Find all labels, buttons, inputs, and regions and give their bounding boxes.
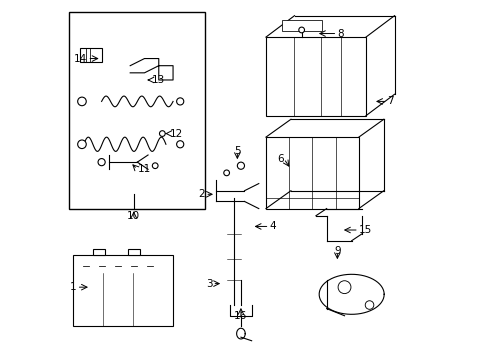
Text: 10: 10: [127, 211, 140, 221]
Circle shape: [78, 97, 86, 106]
Circle shape: [237, 162, 244, 169]
Circle shape: [337, 281, 350, 294]
Bar: [282, 20, 322, 31]
Bar: [265, 37, 365, 116]
Circle shape: [224, 170, 229, 176]
Text: 15: 15: [358, 225, 371, 235]
Text: 1: 1: [70, 282, 77, 292]
Text: 5: 5: [234, 147, 240, 157]
Bar: [69, 12, 205, 208]
Text: 14: 14: [74, 54, 87, 64]
Bar: [128, 249, 140, 255]
Text: 6: 6: [277, 154, 283, 163]
Circle shape: [176, 98, 183, 105]
Text: 4: 4: [269, 221, 276, 231]
Text: 2: 2: [198, 189, 205, 199]
Text: 9: 9: [333, 247, 340, 256]
Circle shape: [298, 27, 304, 33]
Circle shape: [159, 131, 165, 136]
Bar: [73, 255, 173, 327]
Text: 13: 13: [151, 75, 164, 85]
Text: 12: 12: [169, 129, 183, 139]
Text: 8: 8: [337, 28, 343, 39]
Circle shape: [152, 163, 158, 168]
Bar: [80, 48, 102, 62]
Text: 11: 11: [137, 164, 150, 174]
Text: 16: 16: [234, 311, 247, 321]
Text: 7: 7: [386, 96, 393, 107]
Text: 3: 3: [205, 279, 212, 289]
Bar: [93, 249, 105, 255]
Circle shape: [98, 158, 105, 166]
Bar: [265, 137, 358, 208]
Circle shape: [176, 141, 183, 148]
Circle shape: [78, 140, 86, 149]
Circle shape: [365, 301, 373, 309]
